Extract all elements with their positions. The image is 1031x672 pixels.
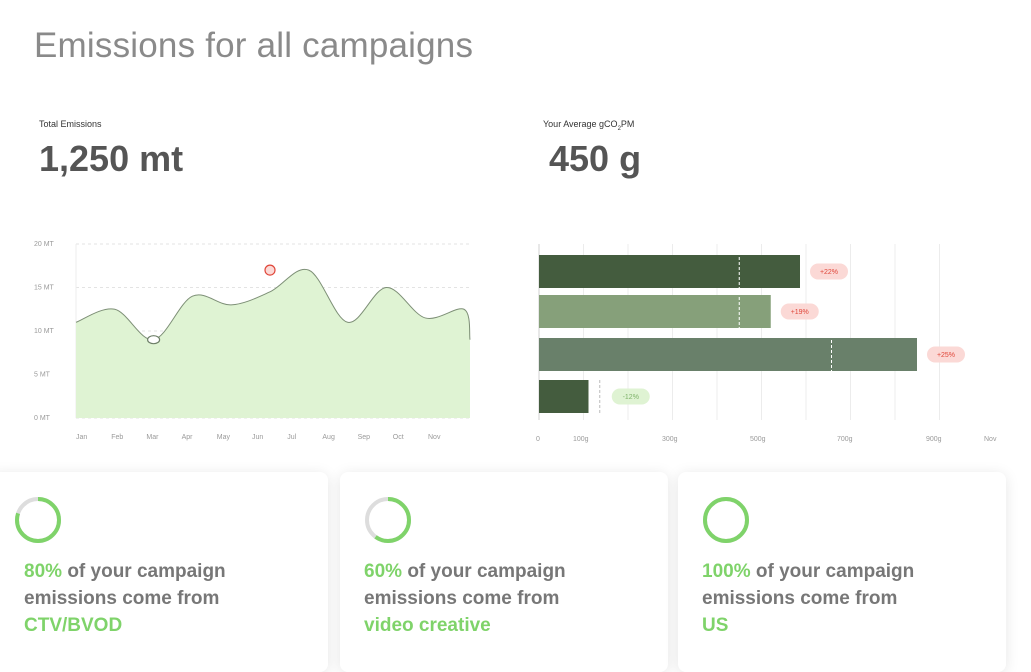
average-label-end: PM <box>620 119 635 129</box>
progress-ring-fill <box>703 497 749 543</box>
x-tick-label: 100g <box>573 436 589 443</box>
x-tick-label: Sep <box>358 434 371 441</box>
x-tick-label: Mar <box>146 434 159 441</box>
low-point-marker <box>146 335 161 345</box>
change-badge <box>780 303 819 320</box>
average-label-main: Your Average gCO <box>543 119 618 129</box>
progress-ring-icon <box>703 497 749 543</box>
gco2pm-bar-chart: 0 100g 300g 500g 700g 900g Nov +22% +19% +25% -12% <box>536 244 997 443</box>
progress-ring-icon <box>365 497 411 543</box>
high-point-marker <box>264 264 276 276</box>
x-tick-label: Feb <box>111 434 123 441</box>
card-source: video creative <box>364 615 491 636</box>
total-emissions-value: 1,250 mt <box>39 138 184 179</box>
x-tick-label: 300g <box>662 436 678 443</box>
x-tick-label: Oct <box>393 434 404 441</box>
change-badge-label: +19% <box>791 309 809 316</box>
x-tick-label: Aug <box>322 434 335 441</box>
x-tick-label: Nov <box>984 436 997 443</box>
x-tick-label: 900g <box>926 436 942 443</box>
card-description: 80% of your campaign emissions come from… <box>24 558 284 639</box>
x-tick-label: 0 <box>536 436 540 443</box>
total-emissions-label: Total Emissions <box>39 119 102 129</box>
page-title: Emissions for all campaigns <box>34 26 474 65</box>
change-badge-label: -12% <box>623 394 639 401</box>
emissions-area-chart: 0 MT 5 MT 10 MT 15 MT 20 MT Jan Feb Mar Apr May Ju… <box>34 241 471 441</box>
bar <box>539 295 771 328</box>
average-gco2pm-value: 450 g <box>549 138 642 179</box>
card-line2: emissions come from <box>364 588 560 609</box>
progress-ring-icon <box>15 497 61 543</box>
x-tick-label: Jan <box>76 434 87 441</box>
change-badge <box>810 263 848 280</box>
card-video-creative: 60% of your campaign emissions come from… <box>340 472 668 672</box>
y-tick-label: 0 MT <box>34 415 51 422</box>
bar <box>539 255 800 288</box>
emissions-area <box>76 269 470 418</box>
card-line2: emissions come from <box>702 588 898 609</box>
card-ctv-bvod: 80% of your campaign emissions come from… <box>0 472 328 672</box>
y-tick-label: 5 MT <box>34 372 51 379</box>
card-percent: 80% <box>24 561 63 582</box>
card-us: 100% of your campaign emissions come fro… <box>678 472 1006 672</box>
bar <box>539 338 917 371</box>
x-tick-label: Nov <box>428 434 441 441</box>
card-line1: of your campaign <box>755 561 915 582</box>
x-tick-label: May <box>217 434 231 441</box>
card-source: CTV/BVOD <box>24 615 123 636</box>
x-tick-label: Jul <box>287 434 296 441</box>
change-badge-label: +25% <box>937 352 955 359</box>
x-tick-label: Apr <box>182 434 194 441</box>
bar <box>539 380 589 413</box>
change-badge <box>611 388 650 405</box>
average-gco2pm-label: Your Average gCO2PM <box>543 119 634 132</box>
card-description: 100% of your campaign emissions come fro… <box>702 558 962 639</box>
change-badge <box>927 346 965 363</box>
average-label-sub: 2 <box>617 125 621 132</box>
progress-ring-fill <box>15 497 61 543</box>
card-source: US <box>702 615 729 636</box>
x-tick-label: Jun <box>252 434 263 441</box>
progress-ring-fill <box>365 497 411 543</box>
change-badge-label: +22% <box>820 269 838 276</box>
card-line2: emissions come from <box>24 588 220 609</box>
card-percent: 60% <box>364 561 403 582</box>
y-tick-label: 15 MT <box>34 285 55 292</box>
card-percent: 100% <box>702 561 751 582</box>
card-line1: of your campaign <box>67 561 226 582</box>
card-description: 60% of your campaign emissions come from… <box>364 558 624 639</box>
y-tick-label: 10 MT <box>34 328 55 335</box>
x-tick-label: 500g <box>750 436 766 443</box>
y-tick-label: 20 MT <box>34 241 55 248</box>
card-line1: of your campaign <box>407 561 566 582</box>
x-tick-label: 700g <box>837 436 853 443</box>
